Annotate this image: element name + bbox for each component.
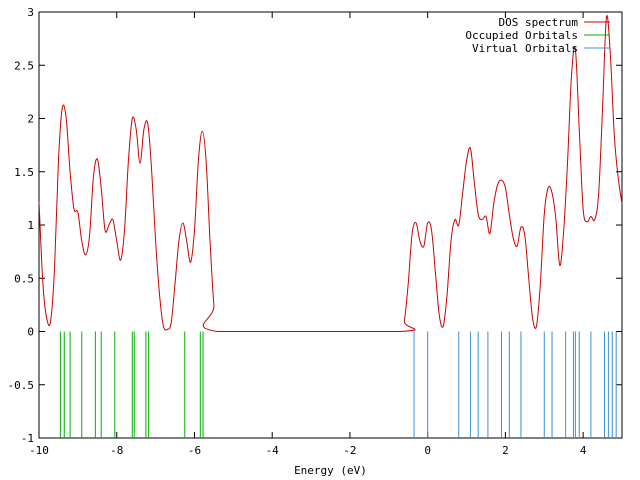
x-tick-label: 0: [424, 444, 431, 457]
y-tick-label: 1.5: [14, 166, 34, 179]
legend-entry-label: DOS spectrum: [499, 16, 579, 29]
orbital-sticks: [59, 331, 617, 438]
x-tick-label: -10: [29, 444, 49, 457]
x-tick-label: -8: [110, 444, 123, 457]
plot-border: [38, 11, 623, 439]
y-tick-label: 0: [27, 326, 34, 339]
y-tick-label: 2.5: [14, 59, 34, 72]
x-axis-label: Energy (eV): [294, 464, 367, 477]
plot-frame: [38, 11, 623, 439]
y-tick-label: -1: [21, 432, 34, 445]
y-tick-label: 2: [27, 113, 34, 126]
y-axis-ticks: -1 -0.5 0 0.5 1 1.5 2 2.5 3: [8, 6, 622, 445]
x-tick-label: -2: [343, 444, 356, 457]
legend-entry-label: Virtual Orbitals: [472, 42, 578, 55]
dos-curve-group: [38, 15, 623, 332]
y-tick-label: -0.5: [8, 379, 35, 392]
y-tick-label: 1: [27, 219, 34, 232]
x-tick-label: 2: [502, 444, 509, 457]
y-tick-label: 0.5: [14, 272, 34, 285]
dos-spectrum-line: [38, 15, 623, 332]
x-tick-label: -6: [188, 444, 201, 457]
x-axis-ticks: -10 -8 -6 -4 -2 0 2 4: [29, 12, 587, 457]
x-tick-label: 4: [580, 444, 587, 457]
legend-entry-label: Occupied Orbitals: [465, 29, 578, 42]
x-tick-label: -4: [266, 444, 280, 457]
y-tick-label: 3: [27, 6, 34, 19]
